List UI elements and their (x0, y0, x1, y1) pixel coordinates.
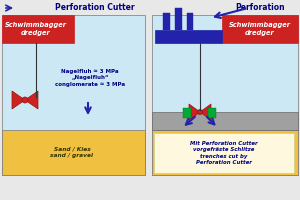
Circle shape (22, 97, 28, 103)
Text: Nagelfluh ≈ 3 MPa
„Nagelfluh“
conglomerate ≈ 3 MPa: Nagelfluh ≈ 3 MPa „Nagelfluh“ conglomera… (55, 69, 125, 87)
Polygon shape (25, 91, 38, 109)
Bar (152, 130, 298, 175)
Bar (187, 13, 193, 30)
Polygon shape (200, 104, 211, 120)
Bar (152, 112, 298, 130)
Polygon shape (189, 104, 200, 120)
Bar (175, 8, 182, 30)
Bar (154, 133, 294, 173)
Text: Schwimmbagger
dredger: Schwimmbagger dredger (5, 22, 67, 36)
Text: Perforation: Perforation (235, 3, 285, 12)
Text: Mit Perforation Cutter
vorgefräste Schlitze
trenches cut by
Perforation Cutter: Mit Perforation Cutter vorgefräste Schli… (190, 141, 258, 165)
Text: Schwimmbagger
dredger: Schwimmbagger dredger (229, 22, 291, 36)
Bar (152, 15, 298, 175)
Polygon shape (12, 91, 25, 109)
Bar (163, 13, 170, 30)
Bar (2, 15, 74, 43)
Bar (183, 108, 191, 118)
Bar (208, 108, 216, 118)
Text: Perforation Cutter: Perforation Cutter (55, 3, 135, 12)
Bar (2, 15, 145, 175)
Bar (222, 15, 298, 43)
Text: Sand / Kies
sand / gravel: Sand / Kies sand / gravel (50, 146, 94, 158)
Circle shape (197, 110, 202, 114)
Bar (2, 130, 145, 175)
Bar (155, 30, 222, 43)
